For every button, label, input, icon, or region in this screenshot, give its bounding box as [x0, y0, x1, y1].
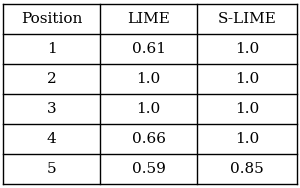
- Text: 0.66: 0.66: [131, 132, 166, 146]
- Text: 1.0: 1.0: [235, 42, 259, 56]
- Text: 1.0: 1.0: [235, 132, 259, 146]
- Text: 5: 5: [47, 162, 56, 176]
- Text: 2: 2: [46, 72, 56, 86]
- Text: 1.0: 1.0: [235, 102, 259, 116]
- Text: 0.61: 0.61: [131, 42, 166, 56]
- Text: LIME: LIME: [127, 12, 170, 26]
- Text: 1.0: 1.0: [136, 72, 161, 86]
- Text: Position: Position: [21, 12, 82, 26]
- Text: 1: 1: [46, 42, 56, 56]
- Text: 4: 4: [46, 132, 56, 146]
- Text: 3: 3: [47, 102, 56, 116]
- Text: 0.85: 0.85: [230, 162, 264, 176]
- Text: 1.0: 1.0: [136, 102, 161, 116]
- Text: 0.59: 0.59: [132, 162, 166, 176]
- Text: 1.0: 1.0: [235, 72, 259, 86]
- Text: S-LIME: S-LIME: [218, 12, 277, 26]
